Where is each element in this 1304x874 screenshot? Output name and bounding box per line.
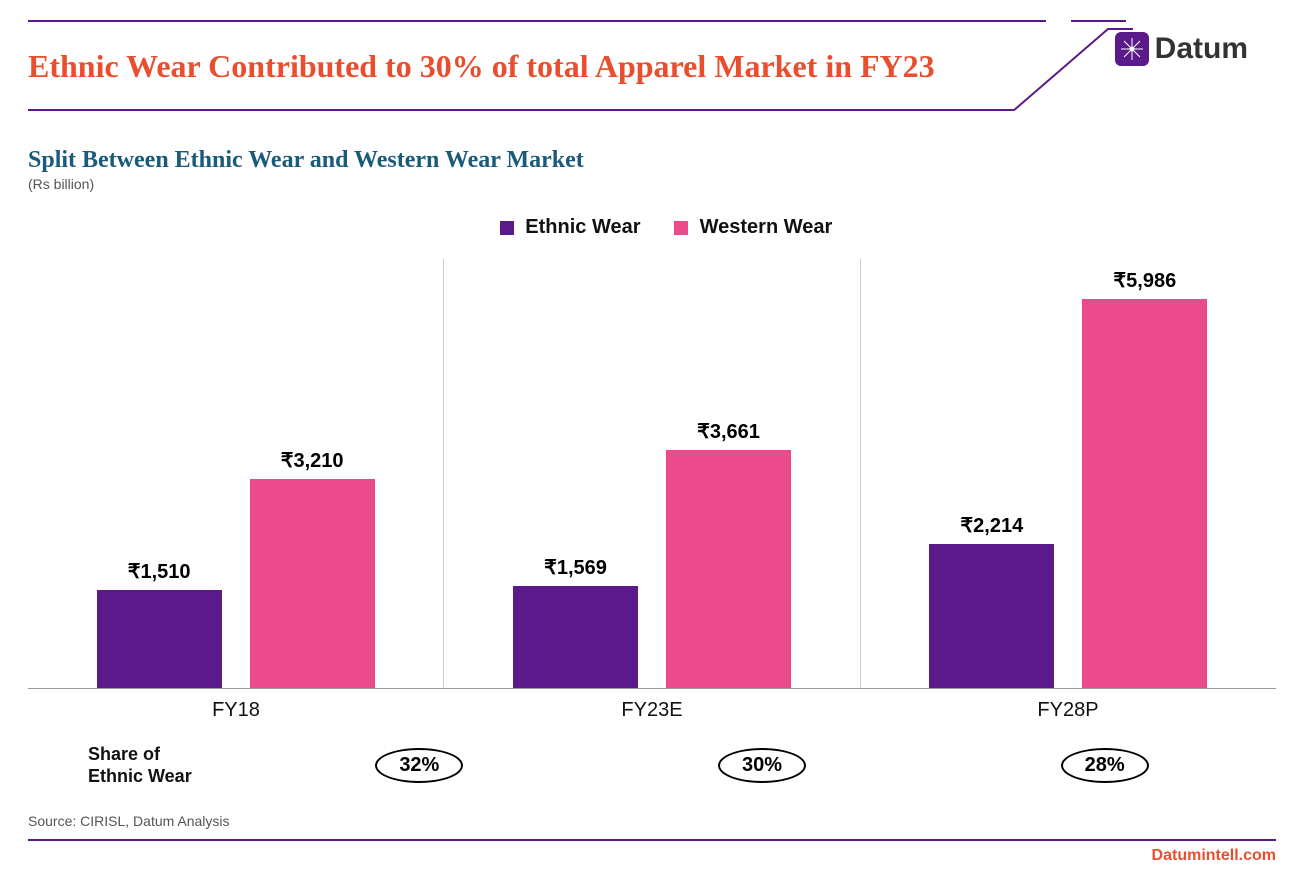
chart-x-axis-labels: FY18FY23EFY28P: [28, 699, 1276, 722]
chart-legend: Ethnic Wear Western Wear: [28, 216, 1276, 239]
bar-wrap: ₹2,214: [929, 513, 1054, 688]
source-note: Source: CIRISL, Datum Analysis: [28, 813, 1276, 829]
header: Datum Ethnic Wear Contributed to 30% of …: [28, 20, 1276, 111]
chart-unit-note: (Rs billion): [28, 176, 1276, 192]
share-row-values: 32% 30% 28%: [248, 748, 1276, 783]
title-underline: [28, 109, 1013, 111]
share-value-oval: 28%: [1061, 748, 1149, 783]
x-axis-label: FY28P: [860, 699, 1276, 722]
bar-value-label: ₹1,569: [544, 555, 607, 580]
chart-title: Split Between Ethnic Wear and Western We…: [28, 147, 1276, 174]
chart-plot: ₹1,510 ₹3,210 ₹1,569 ₹3,661 ₹2,214 ₹5,986: [28, 259, 1276, 689]
top-rule-right: [1071, 20, 1126, 22]
bar-value-label: ₹2,214: [960, 513, 1023, 538]
page-title: Ethnic Wear Contributed to 30% of total …: [28, 48, 1276, 85]
brand-name: Datum: [1155, 32, 1248, 66]
share-value-oval: 32%: [375, 748, 463, 783]
bar: [1082, 299, 1207, 688]
chart-group: ₹1,569 ₹3,661: [443, 259, 859, 688]
share-value-cell: 32%: [248, 748, 591, 783]
legend-label-ethnic: Ethnic Wear: [525, 216, 640, 238]
bar-wrap: ₹1,569: [513, 555, 638, 688]
bar-wrap: ₹1,510: [97, 559, 222, 688]
bar-value-label: ₹5,986: [1113, 268, 1176, 293]
footer-link: Datumintell.com: [28, 839, 1276, 865]
x-axis-label: FY23E: [444, 699, 860, 722]
legend-label-western: Western Wear: [700, 216, 833, 238]
bar-value-label: ₹3,210: [281, 448, 344, 473]
top-rule: [28, 20, 1046, 22]
chart-group: ₹2,214 ₹5,986: [860, 259, 1276, 688]
share-value-cell: 30%: [591, 748, 934, 783]
legend-swatch-western: [674, 221, 688, 235]
legend-swatch-ethnic: [500, 221, 514, 235]
bar: [97, 590, 222, 688]
bar-wrap: ₹5,986: [1082, 268, 1207, 688]
bar-value-label: ₹3,661: [697, 419, 760, 444]
bar-value-label: ₹1,510: [128, 559, 191, 584]
brand-logo: Datum: [1115, 32, 1248, 66]
bar: [513, 586, 638, 688]
bar-wrap: ₹3,661: [666, 419, 791, 688]
chart-group: ₹1,510 ₹3,210: [28, 259, 443, 688]
share-row-title: Share ofEthnic Wear: [88, 744, 248, 787]
bar: [250, 479, 375, 688]
x-axis-label: FY18: [28, 699, 444, 722]
share-value-cell: 28%: [933, 748, 1276, 783]
logo-mark-icon: [1115, 32, 1149, 66]
share-value-oval: 30%: [718, 748, 806, 783]
share-row: Share ofEthnic Wear 32% 30% 28%: [28, 744, 1276, 787]
bar-wrap: ₹3,210: [250, 448, 375, 688]
bar: [929, 544, 1054, 688]
bar: [666, 450, 791, 688]
